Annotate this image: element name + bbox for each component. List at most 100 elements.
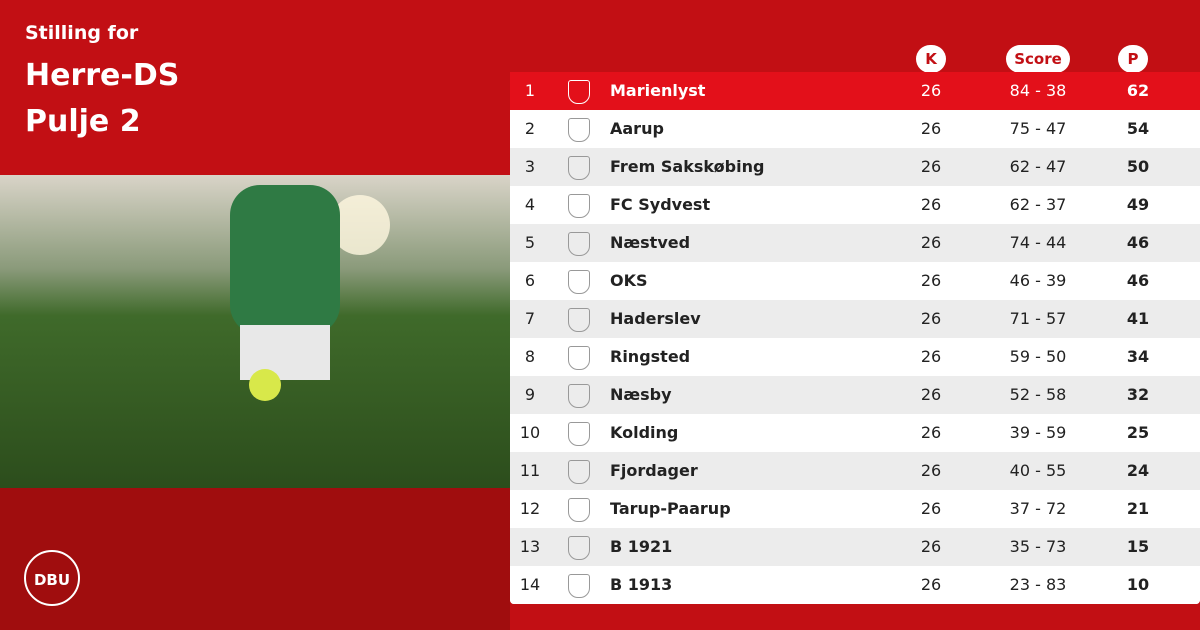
table-row: 13 B 1921 26 35 - 73 15 [510, 528, 1200, 566]
title-line: Herre-DS [25, 58, 180, 93]
position: 8 [524, 347, 536, 366]
points: 15 [1126, 537, 1150, 556]
position: 14 [519, 575, 541, 594]
position: 9 [524, 385, 536, 404]
team-name: Kolding [610, 423, 679, 442]
photo [0, 175, 510, 488]
club-logo [568, 308, 590, 332]
score: 59 - 50 [1009, 347, 1067, 366]
table-row: 4 FC Sydvest 26 62 - 37 49 [510, 186, 1200, 224]
team-name: OKS [610, 271, 648, 290]
score: 74 - 44 [1009, 233, 1067, 252]
column-header: P [1118, 45, 1148, 73]
table-row: 9 Næsby 26 52 - 58 32 [510, 376, 1200, 414]
team-name: Næstved [610, 233, 691, 252]
team-name: Næsby [610, 385, 672, 404]
position: 11 [519, 461, 541, 480]
points: 41 [1126, 309, 1150, 328]
points: 54 [1126, 119, 1150, 138]
club-logo [568, 574, 590, 598]
score: 62 - 37 [1009, 195, 1067, 214]
points: 34 [1126, 347, 1150, 366]
team-name: B 1921 [610, 537, 673, 556]
standings-table: 1 Marienlyst 26 84 - 38 62 2 Aarup 26 75 - 47 54 3… [510, 72, 1200, 604]
club-logo [568, 270, 590, 294]
position: 2 [524, 119, 536, 138]
matches: 26 [920, 537, 942, 556]
points: 21 [1126, 499, 1150, 518]
position: 6 [524, 271, 536, 290]
table-row: 5 Næstved 26 74 - 44 46 [510, 224, 1200, 262]
position: 3 [524, 157, 536, 176]
team-name: Fjordager [610, 461, 698, 480]
score: 52 - 58 [1009, 385, 1067, 404]
header-panel [0, 0, 510, 175]
table-row: 2 Aarup 26 75 - 47 54 [510, 110, 1200, 148]
matches: 26 [920, 575, 942, 594]
club-logo [568, 346, 590, 370]
team-name: Haderslev [610, 309, 701, 328]
matches: 26 [920, 309, 942, 328]
points: 32 [1126, 385, 1150, 404]
club-logo [568, 80, 590, 104]
points: 49 [1126, 195, 1150, 214]
title-line: Pulje 2 [25, 104, 141, 139]
score: 35 - 73 [1009, 537, 1067, 556]
position: 5 [524, 233, 536, 252]
position: 7 [524, 309, 536, 328]
score: 46 - 39 [1009, 271, 1067, 290]
score: 39 - 59 [1009, 423, 1067, 442]
matches: 26 [920, 347, 942, 366]
footer-panel [0, 488, 510, 630]
matches: 26 [920, 119, 942, 138]
position: 1 [524, 81, 536, 100]
matches: 26 [920, 81, 942, 100]
club-logo [568, 422, 590, 446]
matches: 26 [920, 195, 942, 214]
matches: 26 [920, 423, 942, 442]
table-row: 12 Tarup-Paarup 26 37 - 72 21 [510, 490, 1200, 528]
points: 46 [1126, 271, 1150, 290]
score: 62 - 47 [1009, 157, 1067, 176]
column-header: Score [1006, 45, 1070, 73]
matches: 26 [920, 499, 942, 518]
team-name: Marienlyst [610, 81, 706, 100]
points: 10 [1126, 575, 1150, 594]
matches: 26 [920, 271, 942, 290]
team-name: Aarup [610, 119, 664, 138]
team-name: Frem Sakskøbing [610, 157, 765, 176]
matches: 26 [920, 461, 942, 480]
table-row: 10 Kolding 26 39 - 59 25 [510, 414, 1200, 452]
score: 37 - 72 [1009, 499, 1067, 518]
club-logo [568, 498, 590, 522]
team-name: B 1913 [610, 575, 673, 594]
position: 12 [519, 499, 541, 518]
table-row: 6 OKS 26 46 - 39 46 [510, 262, 1200, 300]
points: 62 [1126, 81, 1150, 100]
subtitle: Stilling for [25, 22, 139, 44]
score: 84 - 38 [1009, 81, 1067, 100]
table-row: 1 Marienlyst 26 84 - 38 62 [510, 72, 1200, 110]
team-name: FC Sydvest [610, 195, 711, 214]
club-logo [568, 536, 590, 560]
position: 10 [519, 423, 541, 442]
club-logo [568, 194, 590, 218]
score: 75 - 47 [1009, 119, 1067, 138]
club-logo [568, 232, 590, 256]
points: 24 [1126, 461, 1150, 480]
table-row: 8 Ringsted 26 59 - 50 34 [510, 338, 1200, 376]
team-name: Tarup-Paarup [610, 499, 731, 518]
club-logo [568, 460, 590, 484]
table-row: 3 Frem Sakskøbing 26 62 - 47 50 [510, 148, 1200, 186]
team-name: Ringsted [610, 347, 691, 366]
score: 71 - 57 [1009, 309, 1067, 328]
matches: 26 [920, 157, 942, 176]
matches: 26 [920, 385, 942, 404]
points: 46 [1126, 233, 1150, 252]
table-row: 11 Fjordager 26 40 - 55 24 [510, 452, 1200, 490]
matches: 26 [920, 233, 942, 252]
points: 50 [1126, 157, 1150, 176]
table-row: 14 B 1913 26 23 - 83 10 [510, 566, 1200, 604]
club-logo [568, 156, 590, 180]
